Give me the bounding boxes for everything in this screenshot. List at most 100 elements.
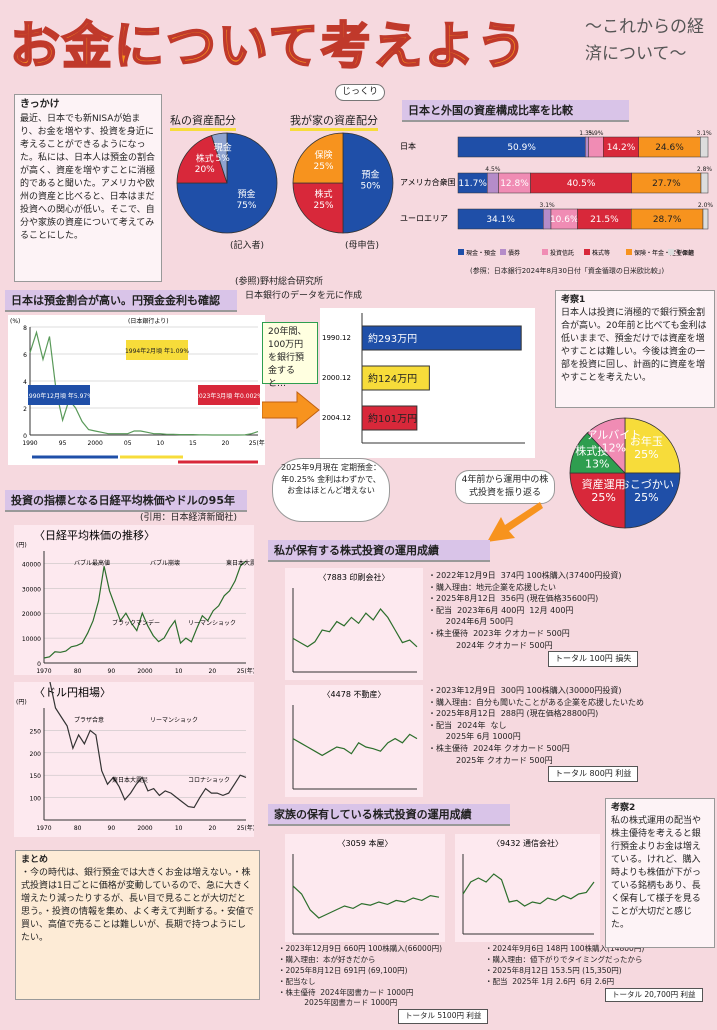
slice-value: 25%: [314, 162, 334, 172]
caption: (母申告): [345, 241, 380, 251]
legend-swatch: [500, 249, 506, 255]
value-label: 21.5%: [590, 215, 619, 225]
lead: 20年間、100万円を銀行預金すると…: [262, 322, 318, 389]
annotation: 2023年3月頃 年0.002%: [195, 392, 263, 400]
row-label: ユーロエリア: [400, 214, 448, 223]
value-label: 10.6%: [550, 215, 579, 225]
x-tick-label: 10: [156, 440, 164, 447]
detail-line: ・配当 2023年6月 400円 12月 400円: [428, 605, 574, 615]
legend-swatch: [542, 249, 548, 255]
bar-segment: [585, 136, 589, 158]
y-tick-label: 6: [23, 352, 27, 359]
chart-title: 〈日経平均株価の推移〉: [34, 528, 155, 542]
arrow-text: 4年前から運用中の株式投資を振り返る: [455, 470, 555, 505]
consider-box: 考察1 日本人は投資に消極的で銀行預金割合が高い。20年前と比べても金利は低いま…: [555, 290, 715, 408]
detail-line: ・配当 2024年 なし: [428, 720, 507, 730]
pie-slice: [624, 417, 681, 474]
slice-label: 資産運用: [582, 478, 626, 491]
detail-line: ・株主優待 2023年 クオカード 500円: [428, 628, 570, 638]
row-label: アメリカ合衆国: [400, 177, 456, 187]
slice-label: 現金: [214, 141, 232, 153]
title: お金について考えよう: [9, 16, 529, 76]
bar-segment: [487, 172, 499, 194]
heading: 考察2: [611, 803, 636, 813]
value-label: 1.3%: [579, 130, 595, 137]
pie-slice: [586, 417, 626, 475]
legend-swatch: [458, 249, 464, 255]
x-tick-label: 2000: [88, 440, 103, 447]
bar-segment: [588, 136, 604, 158]
intro-box: きっかけ 最近、日本でも新NISAが始まり、お金を増やす、投資を身近に考えること…: [14, 94, 162, 282]
heading: 考察1: [561, 295, 586, 305]
category-label: 2004.12: [322, 414, 351, 422]
category-label: 2000.12: [322, 374, 351, 382]
detail-line: ・株主優待 2024年 クオカード 500円: [428, 743, 570, 753]
x-tick-label: 10: [175, 668, 183, 675]
bubble: じっくり: [335, 84, 386, 102]
bar-segment: [700, 136, 709, 158]
section-heading: 日本と外国の資産構成比率を比較: [402, 100, 629, 122]
legend-label: 現金・預金: [466, 249, 496, 257]
slice-value: 5%: [216, 154, 231, 164]
text: 最近、日本でも新NISAが始まり、お金を増やす、投資を身近に考えることができるよ…: [20, 113, 156, 241]
detail-line: ・2025年8月12日 153.5円 (15,350円): [485, 965, 622, 975]
unit: (%): [10, 318, 20, 325]
row-label: 日本: [400, 141, 416, 151]
y-tick-label: 8: [23, 325, 27, 332]
chart-title: 〈4478 不動産〉: [323, 689, 386, 699]
detail-line: ・2022年12月9日 374円 100株購入(37400円投資): [428, 571, 622, 580]
value-label: 40.5%: [567, 179, 596, 189]
detail-line: ・配当 2025年 1月 2.6円 6月 2.6円: [485, 976, 615, 986]
annotation: 1994年2月頃 年1.09%: [125, 347, 189, 355]
pie-slice: [624, 472, 681, 529]
value-label: 約293万円: [368, 332, 417, 345]
detail-line: 2024年 クオカード 500円: [428, 640, 553, 650]
category-label: 1990.12: [322, 334, 351, 342]
pie-slice: [176, 134, 228, 184]
y-tick-label: 2: [23, 406, 27, 413]
detail-line: ・2023年12月9日 660円 100株購入(66000円): [278, 944, 443, 953]
annotation: コロナショック: [188, 777, 230, 784]
slice-label: 保険: [315, 149, 333, 161]
pie-title: 私の資産配分: [170, 112, 236, 131]
legend-label: 投資信託: [550, 249, 574, 257]
unit: (円): [16, 699, 27, 706]
section-heading: 投資の指標となる日経平均株価やドルの95年: [5, 490, 247, 512]
detail-line: ・株主優待 2024年図書カード 1000円: [278, 987, 414, 997]
pie-slice: [292, 132, 344, 184]
slice-value: 75%: [236, 201, 256, 211]
value-label: 28.7%: [653, 215, 682, 225]
source: (引用：日本経済新聞社): [140, 513, 238, 523]
note: (日本銀行より): [128, 317, 169, 325]
value-label: 27.7%: [652, 179, 681, 189]
slice-label: 預金: [361, 169, 379, 181]
details: ・2024年9月6日 148円 100株購入(14800円) ・購入理由：値下がり…: [485, 944, 703, 1003]
annotation: 1990年12月頃 年5.97%: [25, 392, 93, 400]
y-tick-label: 250: [30, 728, 42, 735]
annotation-box: [126, 340, 188, 360]
annotation: バブル崩壊: [150, 559, 180, 567]
total: トータル 100円 損失: [548, 651, 639, 667]
x-tick-label: 25(年): [237, 667, 254, 675]
x-tick-label: 05: [124, 440, 132, 447]
value-label: 2.8%: [697, 166, 713, 173]
total: トータル 5100円 利益: [398, 1009, 489, 1025]
annotation: プラザ合意: [74, 716, 104, 724]
slice-value: 25%: [634, 491, 658, 504]
subtitle: 〜これからの経済について〜: [585, 17, 704, 65]
line: [43, 560, 247, 659]
text: 日本人は投資に消極的で銀行預金割合が高い。20年前と比べても金利は低いままで、預…: [561, 308, 707, 384]
x-tick-label: 10: [175, 825, 183, 832]
slice-label: おこづかい: [619, 478, 674, 491]
y-tick-label: 0: [37, 661, 41, 668]
stacked-bar-chart: 日本 50.9% 1.3%5.9%14.2% 24.6% 3.1% アメリカ合衆国 11.7…: [400, 130, 713, 257]
value-label: 4.5%: [485, 166, 501, 173]
chart-title: 〈7883 印刷会社〉: [319, 572, 390, 582]
slice-value: 20%: [195, 165, 215, 175]
y-tick-label: 30000: [22, 586, 41, 593]
y-tick-label: 100: [30, 796, 42, 803]
x-tick-label: 1970: [36, 825, 51, 832]
x-tick-label: 95: [59, 440, 67, 447]
detail-line: 2025年図書カード 1000円: [278, 998, 398, 1008]
